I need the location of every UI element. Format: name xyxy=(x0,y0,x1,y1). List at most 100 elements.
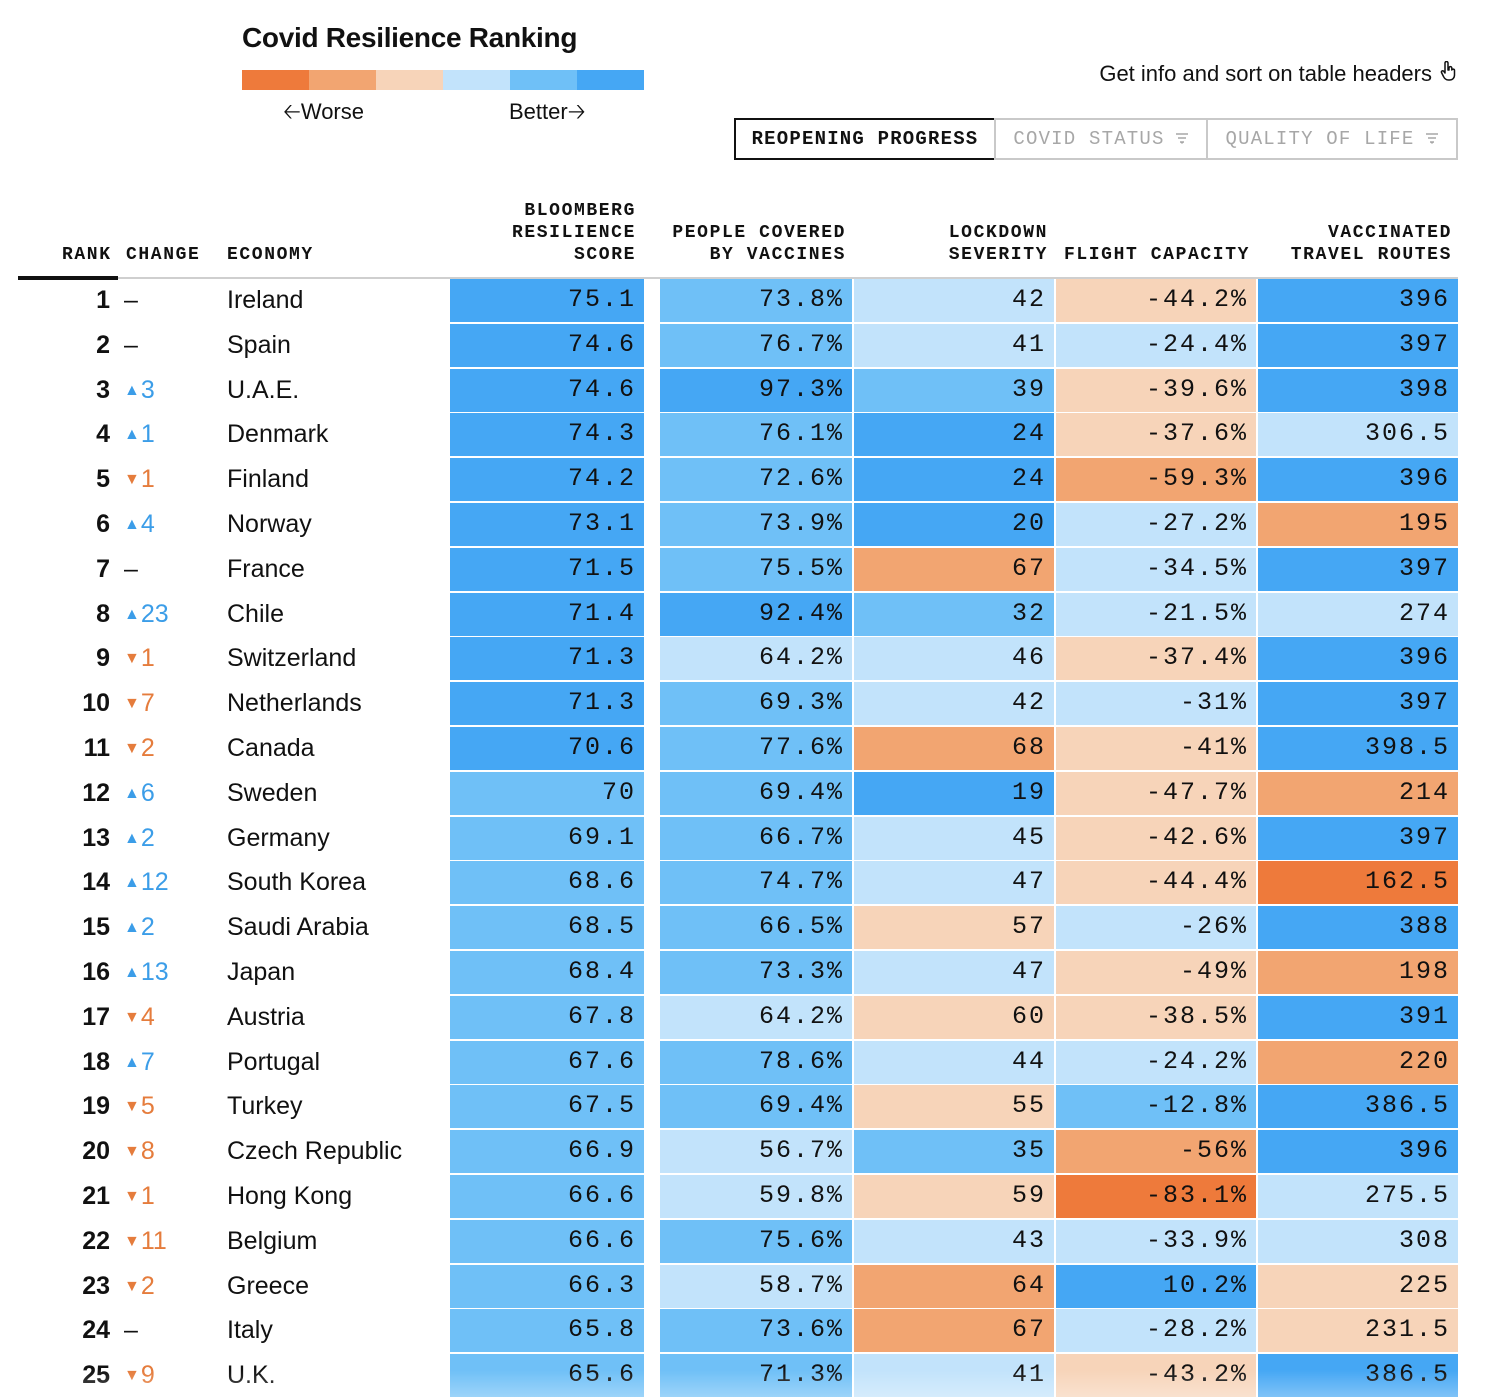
economy-cell: Japan xyxy=(227,957,296,986)
change-cell: – xyxy=(124,279,138,323)
lockdown-severity-cell: 44 xyxy=(854,1040,1054,1084)
vaccine-coverage-cell: 59.8% xyxy=(660,1174,852,1218)
change-value: 1 xyxy=(140,465,155,494)
economy-cell: Czech Republic xyxy=(227,1137,403,1166)
change-cell: ▲23 xyxy=(124,593,169,637)
change-cell: ▼2 xyxy=(124,727,155,771)
table-row: 16 ▲13 Japan 68.4 73.3% 47 -49% 198 xyxy=(0,950,1498,996)
table-row: 6 ▲4 Norway 73.1 73.9% 20 -27.2% 195 xyxy=(0,502,1498,548)
economy-cell: France xyxy=(227,554,305,583)
column-header-people-covered-by-vaccines[interactable]: PEOPLE COVERED BY VACCINES xyxy=(672,223,846,265)
triangle-down-icon: ▼ xyxy=(124,1367,140,1385)
flight-capacity-cell: -27.2% xyxy=(1056,502,1256,546)
resilience-score-cell: 67.5 xyxy=(450,1085,644,1129)
change-cell: ▲2 xyxy=(124,906,155,950)
column-header-flight-capacity[interactable]: FLIGHT CAPACITY xyxy=(1063,245,1250,265)
vaccine-coverage-cell: 73.3% xyxy=(660,950,852,994)
column-header-lockdown-severity[interactable]: LOCKDOWN SEVERITY xyxy=(948,223,1048,265)
rank-cell: 18 xyxy=(82,1047,110,1076)
triangle-up-icon: ▲ xyxy=(124,784,140,802)
lockdown-severity-cell: 67 xyxy=(854,1309,1054,1353)
resilience-score-cell: 69.1 xyxy=(450,816,644,860)
lockdown-severity-cell: 35 xyxy=(854,1130,1054,1174)
vaccine-coverage-cell: 66.7% xyxy=(660,816,852,860)
vaccine-coverage-cell: 69.3% xyxy=(660,682,852,726)
resilience-score-cell: 66.6 xyxy=(450,1174,644,1218)
flight-capacity-cell: -56% xyxy=(1056,1130,1256,1174)
triangle-down-icon: ▼ xyxy=(124,1143,140,1161)
filter-icon xyxy=(1425,132,1439,146)
rank-cell: 21 xyxy=(82,1181,110,1210)
column-header-vaccinated-travel-routes[interactable]: VACCINATED TRAVEL ROUTES xyxy=(1290,223,1452,265)
travel-routes-cell: 195 xyxy=(1258,502,1458,546)
change-value: 9 xyxy=(140,1361,155,1390)
ranking-table-body: 1– Ireland 75.1 73.8% 42 -44.2% 396 2– Spain 74.6… xyxy=(0,279,1498,1399)
change-value: 7 xyxy=(140,1047,155,1076)
flight-capacity-cell: -41% xyxy=(1056,726,1256,770)
lockdown-severity-cell: 67 xyxy=(854,547,1054,591)
vaccine-coverage-cell: 73.8% xyxy=(660,279,852,322)
tab-covid-status[interactable]: COVID STATUS xyxy=(994,118,1208,160)
table-row: 5 ▼1 Finland 74.2 72.6% 24 -59.3% 396 xyxy=(0,458,1498,503)
info-hint-text: Get info and sort on table headers xyxy=(1099,61,1432,86)
legend-worse-label: 🡠Worse xyxy=(283,99,364,124)
lockdown-severity-cell: 60 xyxy=(854,995,1054,1039)
travel-routes-cell: 275.5 xyxy=(1258,1174,1458,1218)
travel-routes-cell: 396 xyxy=(1258,458,1458,502)
rank-cell: 14 xyxy=(82,868,110,897)
resilience-score-cell: 71.4 xyxy=(450,592,644,636)
lockdown-severity-cell: 46 xyxy=(854,637,1054,681)
change-value: 1 xyxy=(140,644,155,673)
change-value: 2 xyxy=(140,913,155,942)
lockdown-severity-cell: 39 xyxy=(854,368,1054,412)
economy-cell: Switzerland xyxy=(227,644,357,673)
change-cell: ▼8 xyxy=(124,1130,155,1174)
arrow-left-icon: 🡠 xyxy=(283,99,301,124)
rank-cell: 4 xyxy=(96,420,110,449)
triangle-down-icon: ▼ xyxy=(124,1277,140,1295)
change-cell: ▼1 xyxy=(124,637,155,681)
change-cell: ▲7 xyxy=(124,1041,155,1085)
tab-quality-of-life[interactable]: QUALITY OF LIFE xyxy=(1206,118,1458,160)
travel-routes-cell: 162.5 xyxy=(1258,861,1458,905)
travel-routes-cell: 198 xyxy=(1258,950,1458,994)
legend-better-label: Better🡢 xyxy=(509,99,586,124)
vaccine-coverage-cell: 58.7% xyxy=(660,1264,852,1308)
rank-cell: 17 xyxy=(82,1002,110,1031)
triangle-up-icon: ▲ xyxy=(124,515,140,533)
lockdown-severity-cell: 24 xyxy=(854,413,1054,457)
table-row: 13 ▲2 Germany 69.1 66.7% 45 -42.6% 397 xyxy=(0,816,1498,862)
table-row: 7– France 71.5 75.5% 67 -34.5% 397 xyxy=(0,547,1498,593)
flight-capacity-cell: -42.6% xyxy=(1056,816,1256,860)
rank-cell: 19 xyxy=(82,1092,110,1121)
lockdown-severity-cell: 20 xyxy=(854,502,1054,546)
column-header-change[interactable]: CHANGE xyxy=(126,245,201,265)
flight-capacity-cell: -31% xyxy=(1056,682,1256,726)
rank-cell: 7 xyxy=(96,554,110,583)
economy-cell: Turkey xyxy=(227,1092,303,1121)
lockdown-severity-cell: 68 xyxy=(854,726,1054,770)
vaccine-coverage-cell: 92.4% xyxy=(660,592,852,636)
rank-cell: 25 xyxy=(82,1361,110,1390)
tab-reopening-progress[interactable]: REOPENING PROGRESS xyxy=(734,118,996,160)
change-cell: ▼9 xyxy=(124,1354,155,1398)
flight-capacity-cell: -39.6% xyxy=(1056,368,1256,412)
triangle-down-icon: ▼ xyxy=(124,471,140,489)
economy-cell: Ireland xyxy=(227,286,304,314)
resilience-score-cell: 74.6 xyxy=(450,368,644,412)
change-cell: ▲6 xyxy=(124,772,155,816)
resilience-score-cell: 74.6 xyxy=(450,323,644,367)
flight-capacity-cell: -28.2% xyxy=(1056,1309,1256,1353)
column-header-rank[interactable]: RANK xyxy=(62,245,112,265)
resilience-score-cell: 75.1 xyxy=(450,279,644,322)
change-cell: ▲13 xyxy=(124,951,169,995)
lockdown-severity-cell: 32 xyxy=(854,592,1054,636)
change-cell: – xyxy=(124,324,138,368)
rank-cell: 11 xyxy=(83,733,110,762)
flight-capacity-cell: 10.2% xyxy=(1056,1264,1256,1308)
column-header-resilience-score[interactable]: BLOOMBERG RESILIENCE SCORE xyxy=(511,201,636,265)
change-cell: ▼7 xyxy=(124,682,155,726)
change-cell: ▲1 xyxy=(124,413,155,457)
resilience-score-cell: 70.6 xyxy=(450,726,644,770)
column-header-economy[interactable]: ECONOMY xyxy=(227,245,314,265)
